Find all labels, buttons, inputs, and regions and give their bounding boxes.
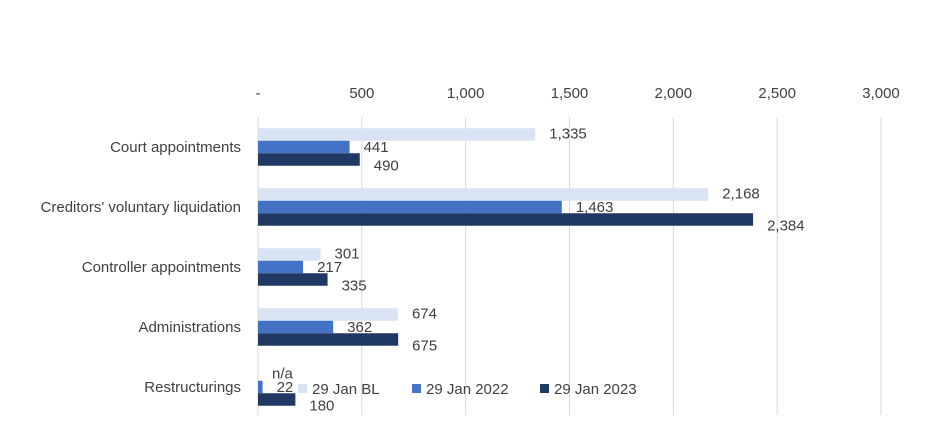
category-label: Controller appointments bbox=[82, 259, 241, 276]
data-label: 217 bbox=[317, 259, 342, 276]
bar bbox=[258, 153, 360, 166]
data-label: 490 bbox=[374, 158, 399, 175]
legend-swatch bbox=[298, 384, 307, 393]
data-label: 1,463 bbox=[576, 199, 614, 216]
bar bbox=[258, 273, 328, 286]
legend-swatch bbox=[412, 384, 421, 393]
bar bbox=[258, 380, 263, 394]
category-label: Creditors' voluntary liquidation bbox=[41, 199, 241, 216]
bar bbox=[258, 188, 709, 201]
data-label: 335 bbox=[342, 278, 367, 295]
data-label: n/a bbox=[272, 366, 294, 383]
x-tick-label: 1,000 bbox=[447, 85, 485, 102]
x-tick-label: 3,000 bbox=[862, 85, 900, 102]
x-tick-label: 2,000 bbox=[655, 85, 693, 102]
x-tick-label: - bbox=[256, 85, 261, 102]
data-label: 674 bbox=[412, 306, 437, 323]
x-tick-label: 1,500 bbox=[551, 85, 589, 102]
legend-label: 29 Jan BL bbox=[312, 381, 380, 398]
data-label: 675 bbox=[412, 338, 437, 355]
bar bbox=[258, 140, 350, 154]
bar bbox=[258, 213, 754, 226]
data-label: 22 bbox=[277, 379, 294, 396]
category-label: Court appointments bbox=[110, 139, 241, 156]
data-label: 2,168 bbox=[722, 186, 760, 203]
legend-label: 29 Jan 2023 bbox=[554, 381, 637, 398]
x-tick-label: 500 bbox=[349, 85, 374, 102]
bar bbox=[258, 393, 296, 406]
data-label: 301 bbox=[335, 246, 360, 263]
x-tick-label: 2,500 bbox=[758, 85, 796, 102]
data-label: 362 bbox=[347, 319, 372, 336]
legend-swatch bbox=[540, 384, 549, 393]
data-label: 1,335 bbox=[549, 126, 587, 143]
data-label: 180 bbox=[309, 398, 334, 415]
bar bbox=[258, 128, 536, 141]
bar bbox=[258, 333, 399, 346]
bar bbox=[258, 320, 334, 334]
bar bbox=[258, 248, 321, 261]
data-label: 2,384 bbox=[767, 218, 805, 235]
bar bbox=[258, 308, 398, 321]
legend-label: 29 Jan 2022 bbox=[426, 381, 509, 398]
bar bbox=[258, 200, 562, 214]
data-label: 441 bbox=[364, 139, 389, 156]
category-label: Administrations bbox=[138, 319, 241, 336]
bar bbox=[258, 260, 304, 274]
category-label: Restructurings bbox=[144, 379, 241, 396]
